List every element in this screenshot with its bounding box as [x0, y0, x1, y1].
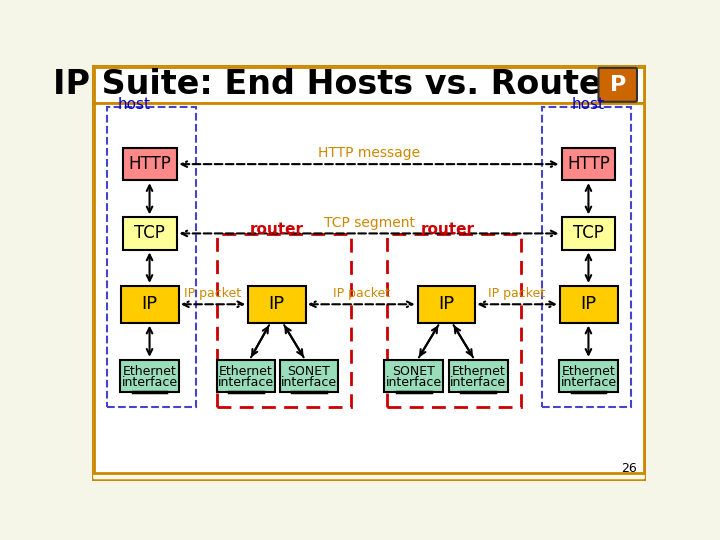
Text: Ethernet: Ethernet	[451, 364, 505, 377]
FancyBboxPatch shape	[121, 286, 179, 323]
Text: IP: IP	[580, 295, 596, 313]
FancyBboxPatch shape	[217, 360, 275, 392]
Text: IP packet: IP packet	[333, 287, 390, 300]
FancyBboxPatch shape	[248, 286, 306, 323]
Text: interface: interface	[217, 376, 274, 389]
Text: IP packet: IP packet	[184, 287, 241, 300]
Text: Ethernet: Ethernet	[562, 364, 616, 377]
FancyBboxPatch shape	[560, 286, 618, 323]
Text: SONET: SONET	[392, 364, 435, 377]
FancyBboxPatch shape	[562, 217, 616, 249]
Text: interface: interface	[122, 376, 178, 389]
Text: router: router	[420, 222, 474, 237]
FancyBboxPatch shape	[384, 360, 443, 392]
Text: Ethernet: Ethernet	[219, 364, 273, 377]
FancyBboxPatch shape	[279, 360, 338, 392]
FancyBboxPatch shape	[120, 360, 179, 392]
Text: IP: IP	[142, 295, 158, 313]
Text: Ethernet: Ethernet	[122, 364, 176, 377]
Text: HTTP: HTTP	[128, 155, 171, 173]
Text: interface: interface	[281, 376, 337, 389]
Text: IP packet: IP packet	[488, 287, 546, 300]
Text: TCP: TCP	[134, 225, 165, 242]
Text: interface: interface	[560, 376, 616, 389]
Text: HTTP: HTTP	[567, 155, 610, 173]
FancyBboxPatch shape	[449, 360, 508, 392]
Text: IP Suite: End Hosts vs. Routers: IP Suite: End Hosts vs. Routers	[53, 69, 639, 102]
Text: P: P	[610, 75, 626, 95]
FancyBboxPatch shape	[598, 68, 637, 102]
FancyBboxPatch shape	[94, 67, 644, 103]
Text: interface: interface	[386, 376, 442, 389]
FancyBboxPatch shape	[562, 148, 616, 180]
FancyBboxPatch shape	[94, 103, 644, 473]
FancyBboxPatch shape	[559, 360, 618, 392]
Text: host: host	[572, 97, 605, 112]
Text: IP: IP	[269, 295, 284, 313]
Text: 26: 26	[621, 462, 637, 475]
Text: HTTP message: HTTP message	[318, 146, 420, 160]
FancyBboxPatch shape	[122, 148, 176, 180]
Text: router: router	[250, 222, 304, 237]
Text: TCP: TCP	[573, 225, 604, 242]
Text: interface: interface	[450, 376, 506, 389]
Text: SONET: SONET	[287, 364, 330, 377]
Text: IP: IP	[438, 295, 454, 313]
Text: TCP segment: TCP segment	[323, 215, 415, 230]
FancyBboxPatch shape	[122, 217, 176, 249]
Text: host: host	[117, 97, 150, 112]
FancyBboxPatch shape	[91, 64, 647, 481]
FancyBboxPatch shape	[418, 286, 475, 323]
